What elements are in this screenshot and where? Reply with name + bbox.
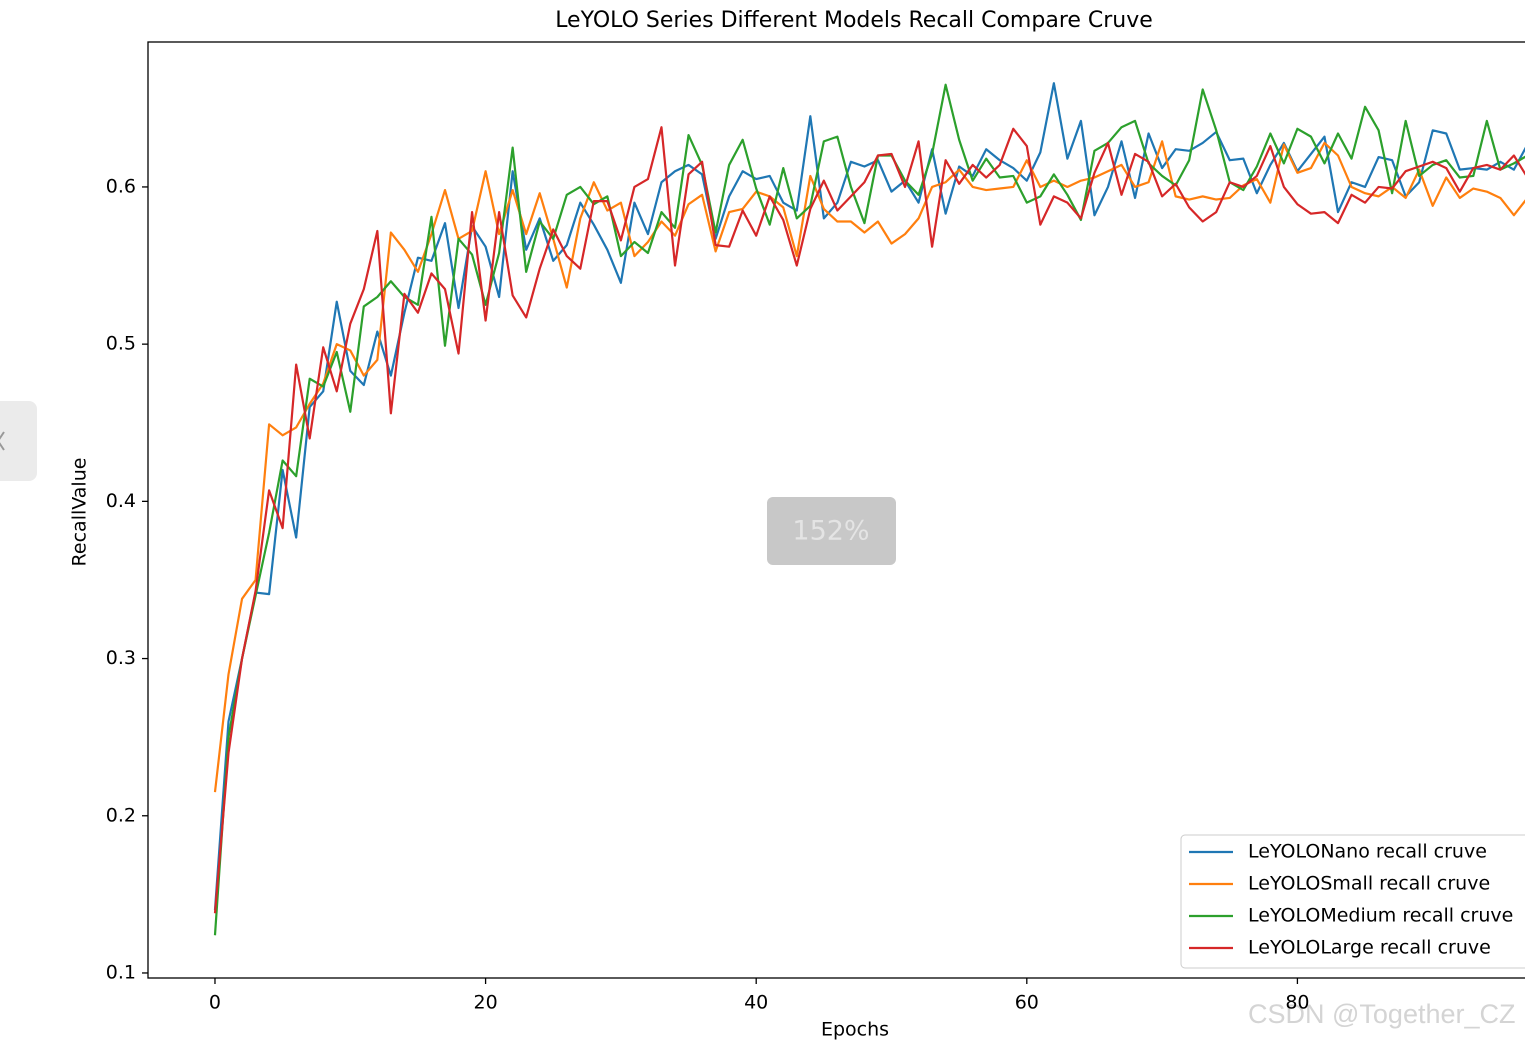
plot-frame — [147, 41, 1525, 979]
legend-label: LeYOLOLarge recall cruve — [1248, 937, 1491, 959]
zoom-text: 152% — [792, 516, 869, 547]
legend-label: LeYOLONano recall cruve — [1248, 841, 1487, 863]
y-axis-label: RecallValue — [69, 458, 91, 567]
watermark: CSDN @Together_CZ — [1248, 999, 1516, 1029]
y-tick-label: 0.2 — [106, 804, 136, 826]
y-tick-label: 0.1 — [106, 961, 136, 983]
y-tick-label: 0.3 — [106, 647, 136, 669]
zoom-badge — [767, 497, 896, 565]
legend-box — [1180, 834, 1525, 969]
legend: LeYOLONano recall cruve LeYOLOSmall recal… — [1180, 834, 1525, 969]
x-tick-label: 60 — [1015, 992, 1039, 1014]
x-tick-label: 40 — [744, 992, 768, 1014]
overlay: 152% CSDN @Together_CZ — [0, 401, 1516, 1029]
legend-label: LeYOLOSmall recall cruve — [1248, 873, 1490, 895]
series-line — [213, 126, 1525, 914]
chart-title: LeYOLO Series Different Models Recall Co… — [555, 8, 1153, 33]
y-tick-label: 0.6 — [106, 175, 136, 197]
x-tick-label: 80 — [1285, 992, 1309, 1014]
plot-area — [213, 82, 1525, 936]
series-line — [213, 140, 1525, 793]
x-tick-label: 0 — [209, 992, 221, 1014]
legend-label: LeYOLOMedium recall cruve — [1248, 905, 1513, 927]
x-axis-label: Epochs — [821, 1019, 889, 1041]
series-line — [213, 82, 1525, 911]
x-tick-label: 20 — [473, 992, 497, 1014]
side-tab[interactable] — [0, 401, 37, 481]
y-tick-label: 0.5 — [106, 333, 136, 355]
y-tick-label: 0.4 — [106, 490, 136, 512]
arrow-icon — [0, 431, 5, 451]
